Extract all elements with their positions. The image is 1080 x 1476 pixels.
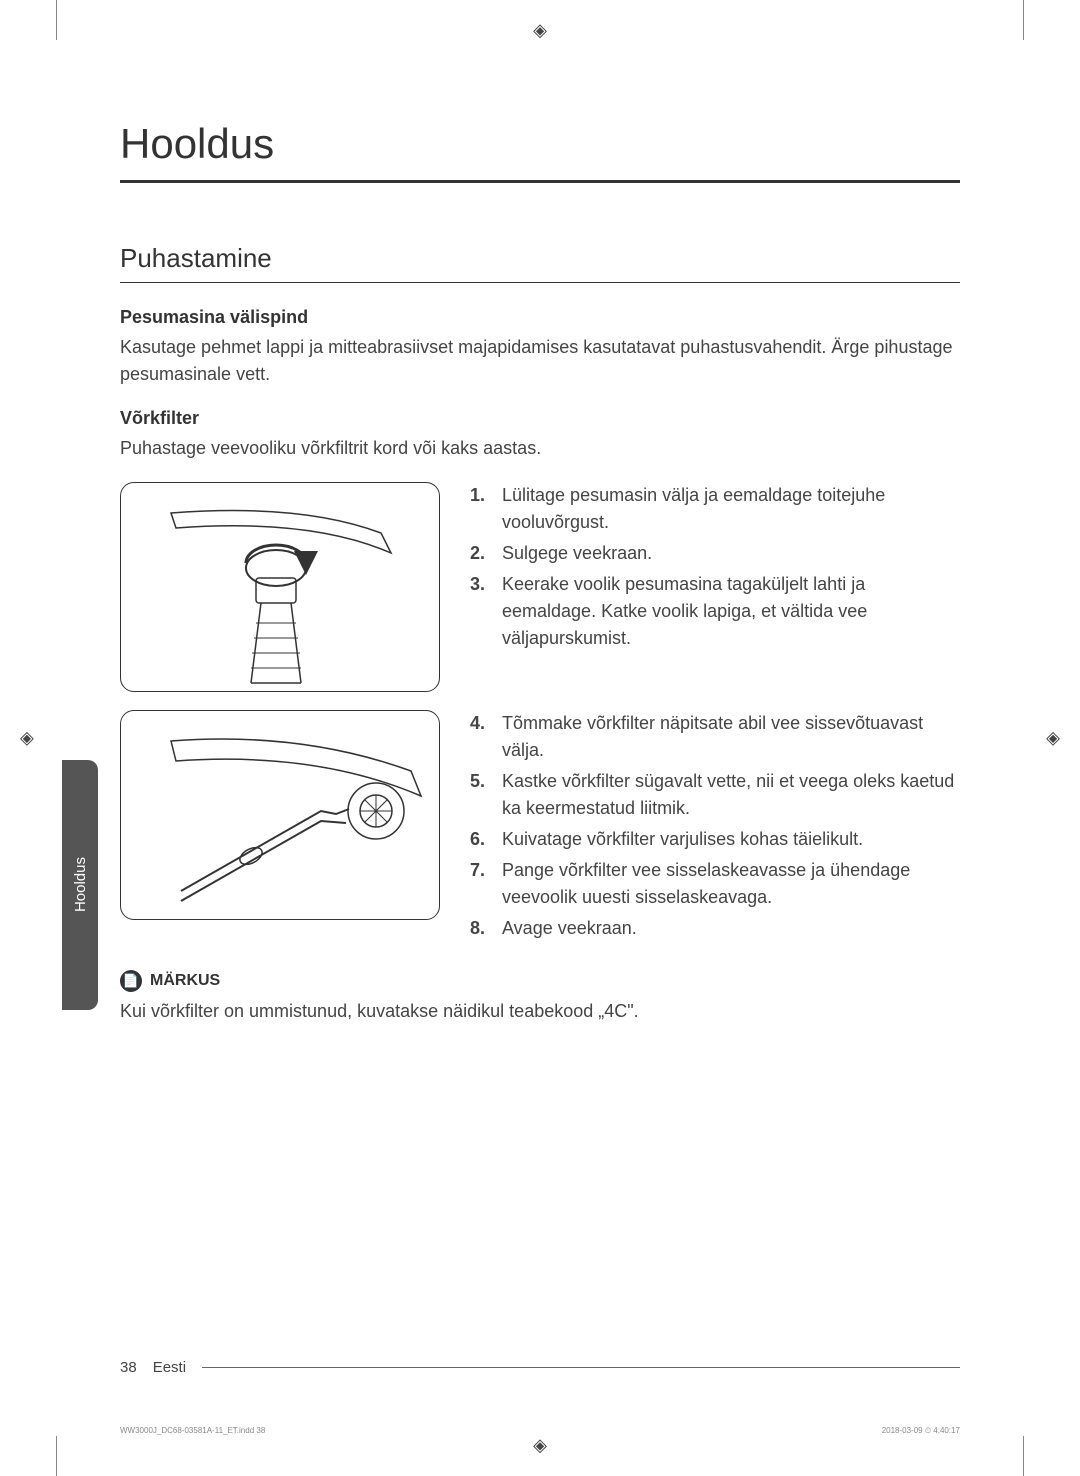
note-label: MÄRKUS [150,972,220,990]
page-language: Eesti [153,1359,186,1376]
page-number: 38 [120,1359,137,1376]
footer-rule [202,1367,960,1368]
diagram-filter-removal [120,710,440,920]
step-item: 2. Sulgege veekraan. [470,540,960,567]
step-item: 3.Keerake voolik pesumasina tagaküljelt … [470,571,960,652]
step-text: Pange võrkfilter vee sisselaskeavasse ja… [502,857,960,911]
steps-list-2: 4.Tõmmake võrkfilter näpitsate abil vee … [470,710,960,946]
step-number: 5. [470,768,490,822]
step-text: Avage veekraan. [502,915,637,942]
section-title: Puhastamine [120,243,960,283]
step-text: Keerake voolik pesumasina tagaküljelt la… [502,571,960,652]
step-item: 5.Kastke võrkfilter sügavalt vette, nii … [470,768,960,822]
step-block-2: 4.Tõmmake võrkfilter näpitsate abil vee … [120,710,960,946]
step-text: Tõmmake võrkfilter näpitsate abil vee si… [502,710,960,764]
page-footer: 38 Eesti [120,1359,960,1376]
note-text: Kui võrkfilter on ummistunud, kuvatakse … [120,998,960,1025]
step-number: 7. [470,857,490,911]
page-title: Hooldus [120,120,960,183]
print-filename: WW3000J_DC68-03581A-11_ET.indd 38 [120,1426,265,1436]
note-header: 📄 MÄRKUS [120,970,960,992]
subsection-heading-1: Pesumasina välispind [120,307,960,328]
step-number: 3. [470,571,490,652]
step-text: Kastke võrkfilter sügavalt vette, nii et… [502,768,960,822]
subsection-text-2: Puhastage veevooliku võrkfiltrit kord võ… [120,435,960,462]
page-content: Hooldus Puhastamine Pesumasina välispind… [0,0,1080,1476]
subsection-heading-2: Võrkfilter [120,408,960,429]
step-number: 4. [470,710,490,764]
diagram-hose-removal [120,482,440,692]
step-item: 7.Pange võrkfilter vee sisselaskeavasse … [470,857,960,911]
note-icon: 📄 [120,970,142,992]
step-number: 6. [470,826,490,853]
step-text: Lülitage pesumasin välja ja eemaldage to… [502,482,960,536]
step-item: 6. Kuivatage võrkfilter varjulises kohas … [470,826,960,853]
step-text: Sulgege veekraan. [502,540,652,567]
print-timestamp: 2018-03-09 ⏲ 4:40:17 [882,1426,960,1436]
step-text: Kuivatage võrkfilter varjulises kohas tä… [502,826,863,853]
step-number: 2. [470,540,490,567]
step-item: 8. Avage veekraan. [470,915,960,942]
step-item: 1.Lülitage pesumasin välja ja eemaldage … [470,482,960,536]
subsection-text-1: Kasutage pehmet lappi ja mitteabrasiivse… [120,334,960,388]
step-item: 4.Tõmmake võrkfilter näpitsate abil vee … [470,710,960,764]
print-footer: WW3000J_DC68-03581A-11_ET.indd 38 2018-0… [120,1426,960,1436]
step-number: 8. [470,915,490,942]
step-block-1: 1.Lülitage pesumasin välja ja eemaldage … [120,482,960,692]
steps-list-1: 1.Lülitage pesumasin välja ja eemaldage … [470,482,960,692]
step-number: 1. [470,482,490,536]
